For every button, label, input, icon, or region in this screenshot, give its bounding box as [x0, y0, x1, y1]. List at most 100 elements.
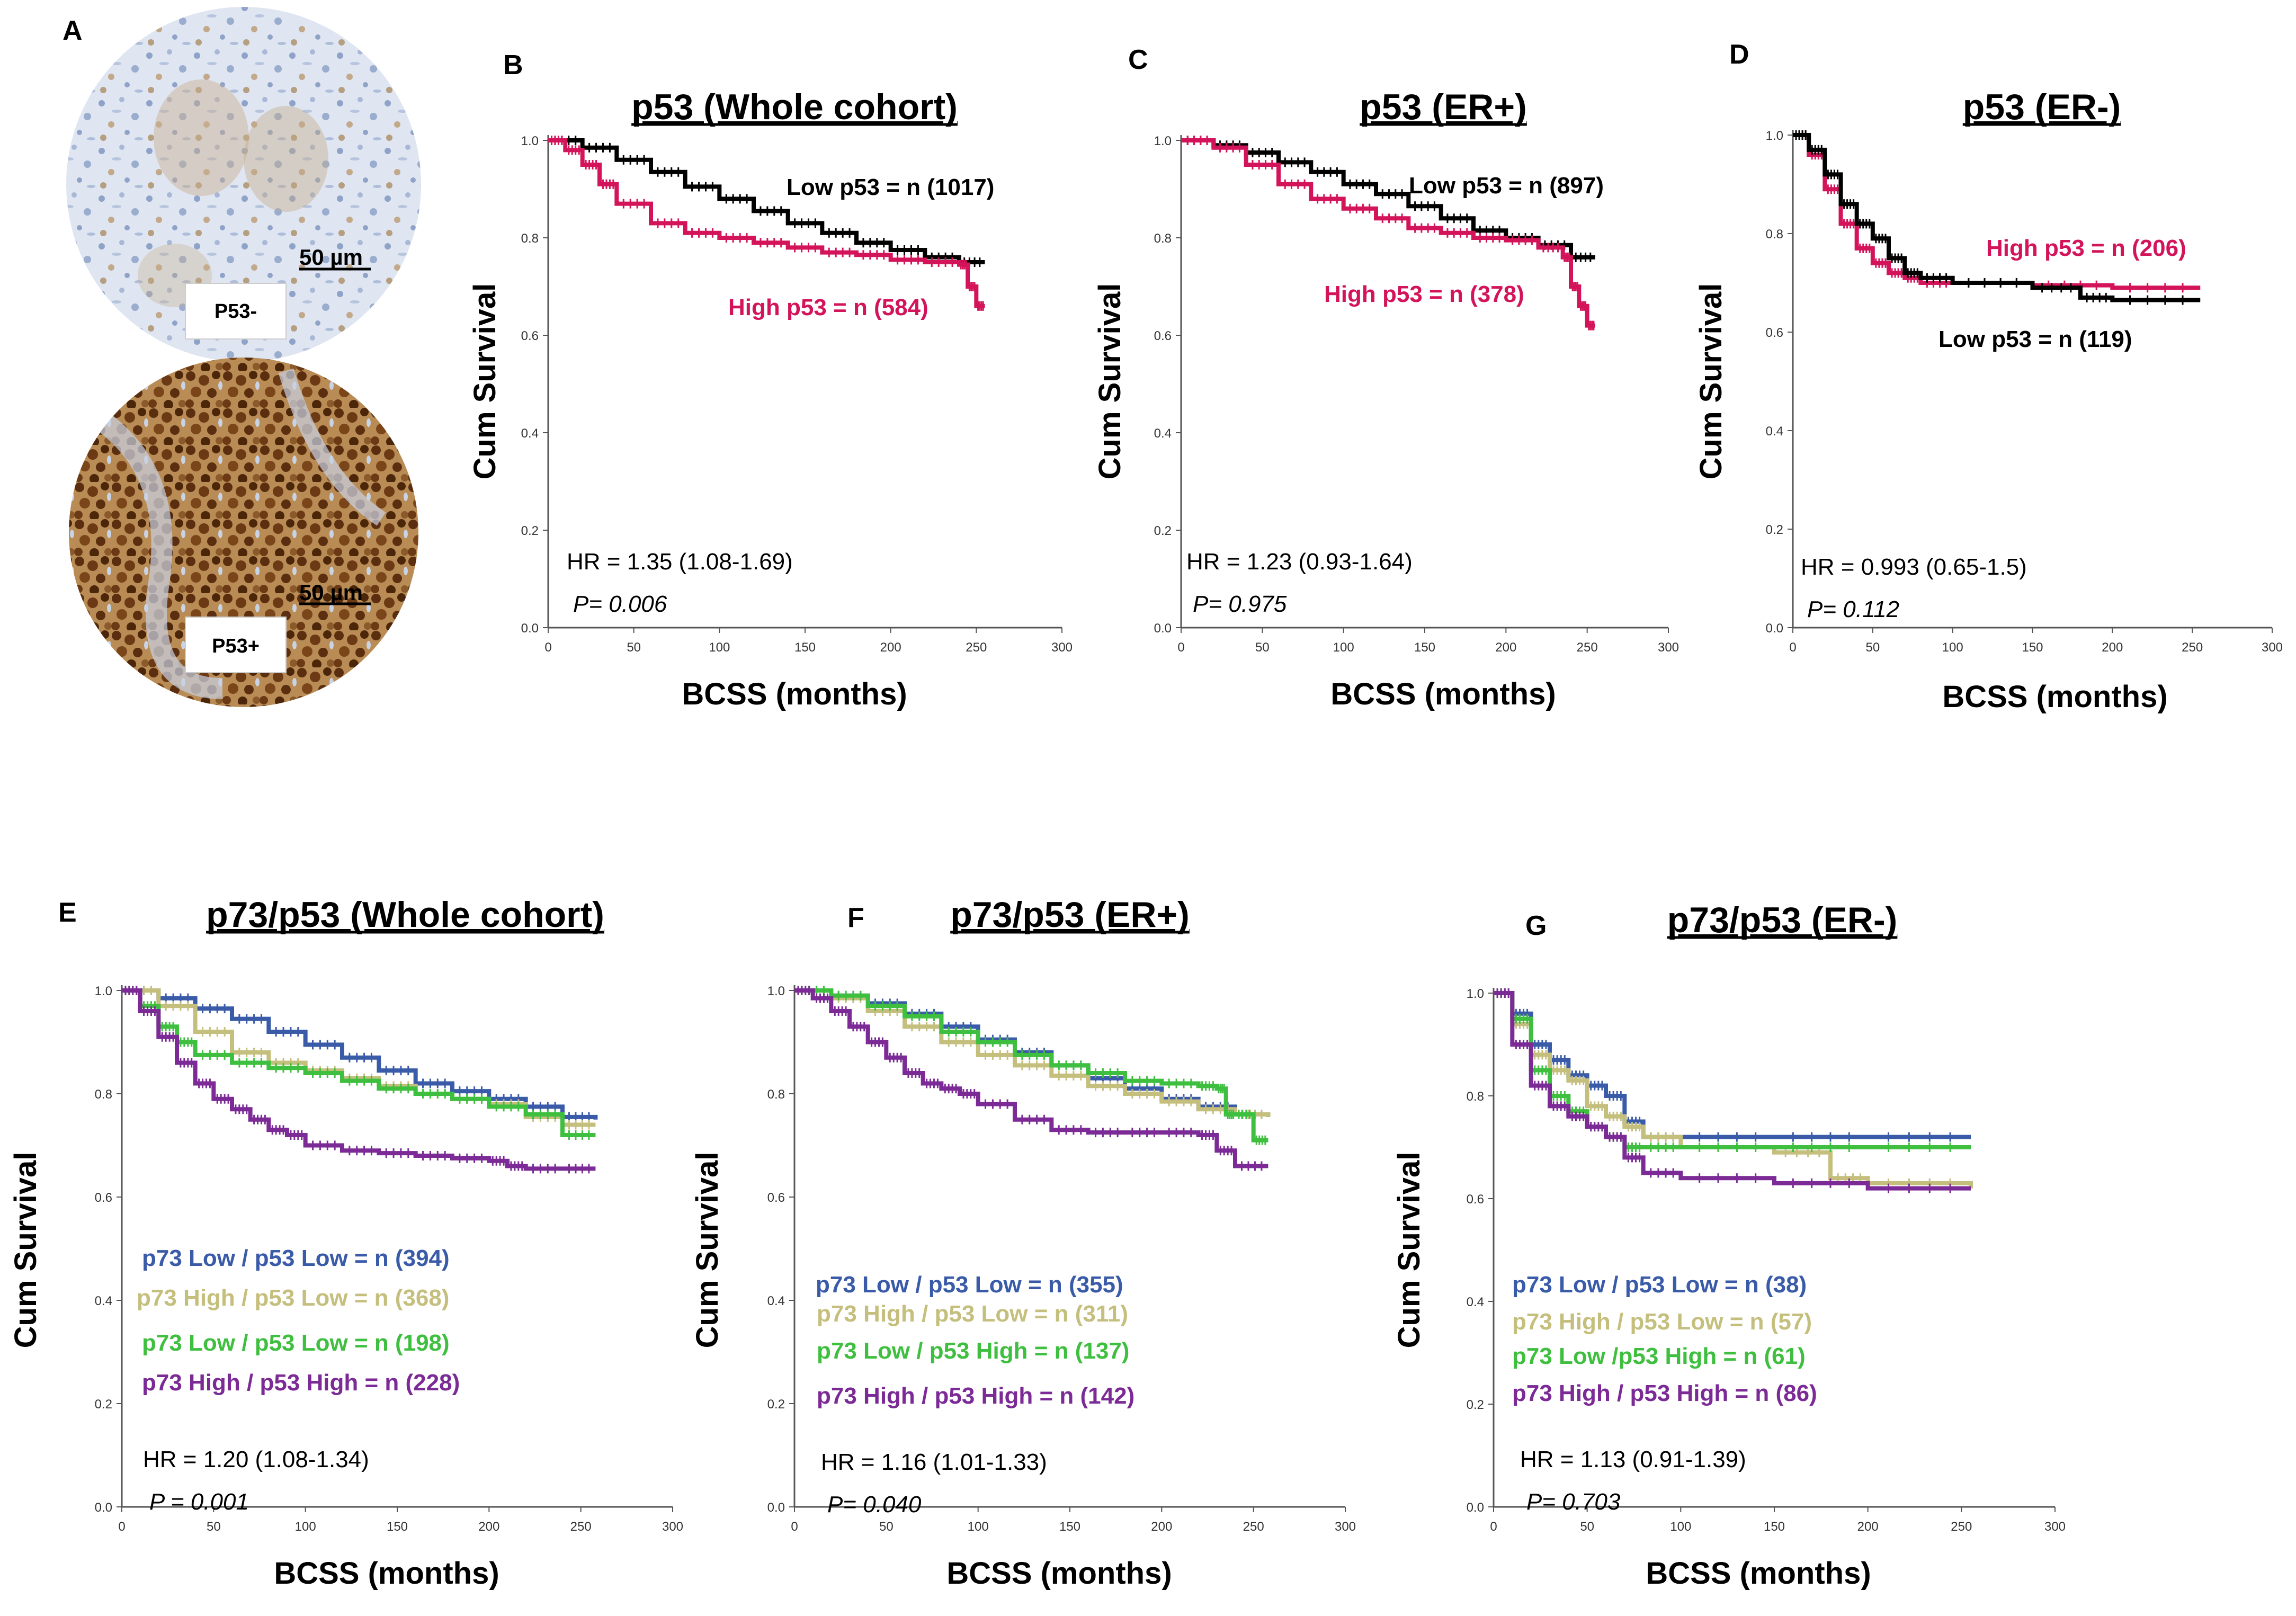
y-tick-label: 1.0: [1467, 987, 1484, 1001]
tissue-nest: [244, 106, 328, 212]
survival-curve: [548, 138, 985, 264]
x-axis-label: BCSS (months): [1646, 1556, 1871, 1591]
x-axis-label: BCSS (months): [1942, 680, 2167, 714]
series-label: High p53 = n (378): [1324, 281, 1524, 307]
x-tick-label: 100: [968, 1520, 989, 1534]
p-value: P= 0.112: [1807, 596, 1899, 622]
series-label: p73 Low / p53 Low = n (355): [816, 1272, 1123, 1298]
x-tick-label: 300: [1051, 640, 1073, 655]
tissue-nest: [154, 79, 249, 196]
hazard-ratio: HR = 1.23 (0.93-1.64): [1186, 549, 1413, 575]
panel-letter-e: E: [58, 897, 77, 928]
x-tick-label: 50: [1580, 1520, 1594, 1534]
chart-title: p53 (ER-): [1963, 87, 2121, 127]
y-tick-label: 0.0: [1467, 1501, 1484, 1515]
survival-curve: [122, 988, 596, 1127]
x-tick-label: 50: [207, 1520, 221, 1534]
survival-curve: [1793, 133, 2201, 290]
chart-title: p73/p53 (ER-): [1667, 900, 1898, 940]
panel-letter-b: B: [503, 50, 523, 81]
x-tick-label: 0: [1177, 640, 1184, 655]
p-value: P= 0.975: [1193, 591, 1287, 617]
y-tick-label: 0.0: [767, 1501, 785, 1515]
series-label: High p53 = n (584): [728, 294, 928, 320]
series-label: Low p53 = n (1017): [787, 174, 994, 200]
x-tick-label: 100: [709, 640, 730, 655]
y-tick-label: 0.0: [521, 621, 539, 636]
scale-bar-label: 50 µm: [299, 245, 363, 270]
stroma-band: [99, 415, 223, 699]
survival-curve: [1181, 138, 1595, 328]
hazard-ratio: HR = 1.13 (0.91-1.39): [1520, 1447, 1746, 1472]
x-tick-label: 0: [118, 1520, 125, 1534]
chart-title: p73/p53 (Whole cohort): [206, 895, 604, 935]
x-tick-label: 200: [1151, 1520, 1172, 1534]
x-tick-label: 200: [478, 1520, 499, 1534]
x-tick-label: 50: [1255, 640, 1270, 655]
survival-curve: [1181, 138, 1595, 260]
panel-letter-a: A: [62, 15, 83, 46]
series-label: p73 Low /p53 High = n (61): [1512, 1343, 1806, 1369]
y-tick-label: 0.6: [521, 329, 539, 343]
y-axis-label: Cum Survival: [1694, 283, 1728, 480]
y-tick-label: 0.4: [767, 1294, 785, 1308]
x-tick-label: 50: [1865, 640, 1880, 655]
y-axis-label: Cum Survival: [8, 1152, 43, 1349]
x-tick-label: 0: [1789, 640, 1796, 655]
ihc-core-image: [66, 7, 421, 362]
x-tick-label: 100: [295, 1520, 316, 1534]
x-tick-label: 0: [544, 640, 551, 655]
hazard-ratio: HR = 1.35 (1.08-1.69): [567, 549, 793, 575]
y-tick-label: 0.8: [767, 1087, 785, 1102]
y-tick-label: 0.8: [521, 231, 539, 246]
y-tick-label: 0.6: [1154, 329, 1172, 343]
x-tick-label: 150: [2022, 640, 2043, 655]
y-tick-label: 0.2: [521, 524, 539, 538]
x-tick-label: 300: [1335, 1520, 1356, 1534]
y-axis-label: Cum Survival: [690, 1152, 725, 1349]
x-axis-label: BCSS (months): [946, 1556, 1172, 1591]
survival-curve: [794, 988, 1268, 1168]
x-tick-label: 250: [1951, 1520, 1972, 1534]
series-label: p73 High / p53 Low = n (311): [817, 1301, 1128, 1327]
x-axis-label: BCSS (months): [1330, 677, 1556, 711]
x-tick-label: 0: [1490, 1520, 1497, 1534]
y-axis-label: Cum Survival: [1392, 1152, 1426, 1349]
x-tick-label: 250: [570, 1520, 592, 1534]
y-tick-label: 0.8: [1766, 227, 1783, 242]
series-label: p73 High / p53 High = n (228): [142, 1370, 460, 1396]
scale-bar-label: 50 µm: [299, 580, 363, 605]
y-tick-label: 0.2: [767, 1397, 785, 1412]
sample-label: P53-: [215, 300, 257, 323]
x-tick-label: 50: [627, 640, 641, 655]
p-value: P= 0.703: [1526, 1489, 1621, 1515]
survival-curve: [1494, 991, 1973, 1189]
y-tick-label: 0.2: [1154, 524, 1172, 538]
series-label: Low p53 = n (119): [1938, 326, 2132, 352]
x-tick-label: 300: [2262, 640, 2283, 655]
x-tick-label: 0: [791, 1520, 798, 1534]
x-tick-label: 200: [880, 640, 901, 655]
stroma-band: [278, 368, 386, 526]
y-tick-label: 1.0: [95, 984, 112, 998]
y-tick-label: 0.8: [95, 1087, 112, 1102]
y-tick-label: 0.6: [95, 1191, 112, 1205]
survival-curve: [122, 988, 598, 1120]
x-tick-label: 150: [794, 640, 816, 655]
y-tick-label: 0.8: [1467, 1090, 1484, 1104]
series-label: p73 Low / p53 Low = n (394): [142, 1245, 450, 1271]
chart-title: p53 (ER+): [1360, 87, 1527, 127]
p-value: P= 0.040: [827, 1492, 922, 1517]
series-label: p73 Low / p53 Low = n (38): [1512, 1272, 1807, 1298]
y-axis-label: Cum Survival: [468, 283, 502, 480]
panel-a: A 50 µm P53- 50 µm P53+: [62, 7, 421, 707]
x-axis-label: BCSS (months): [274, 1556, 499, 1591]
x-tick-label: 250: [2182, 640, 2203, 655]
x-tick-label: 150: [387, 1520, 408, 1534]
hazard-ratio: HR = 0.993 (0.65-1.5): [1801, 554, 2027, 580]
hazard-ratio: HR = 1.20 (1.08-1.34): [143, 1447, 369, 1472]
survival-curve: [1494, 991, 1971, 1191]
